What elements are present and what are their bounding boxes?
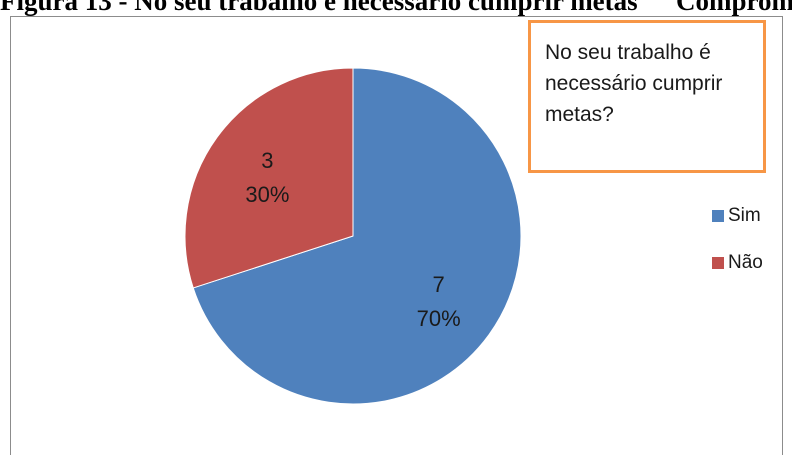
slice-percent-label: 70% — [417, 306, 461, 331]
legend: Sim Não — [712, 203, 763, 297]
legend-label-sim: Sim — [728, 205, 761, 226]
slice-value-label: 7 — [433, 272, 445, 297]
figure-caption-left: Figura 13 - No seu trabalho é necessário… — [0, 0, 638, 16]
legend-item-sim: Sim — [712, 203, 763, 229]
legend-label-nao: Não — [728, 252, 763, 273]
figure-caption: Figura 13 - No seu trabalho é necessário… — [0, 0, 792, 16]
slice-percent-label: 30% — [245, 182, 289, 207]
figure-caption-right: Compromisso — [676, 0, 792, 16]
legend-swatch-sim — [712, 210, 724, 222]
pie-slice-nao — [184, 67, 354, 289]
legend-item-nao: Não — [712, 250, 763, 276]
chart-title-box: No seu trabalho é necessário cumprir met… — [528, 20, 766, 173]
legend-swatch-nao — [712, 257, 724, 269]
slice-value-label: 3 — [261, 148, 273, 173]
pie-slice-sim — [192, 67, 522, 405]
chart-title: No seu trabalho é necessário cumprir met… — [545, 41, 723, 126]
